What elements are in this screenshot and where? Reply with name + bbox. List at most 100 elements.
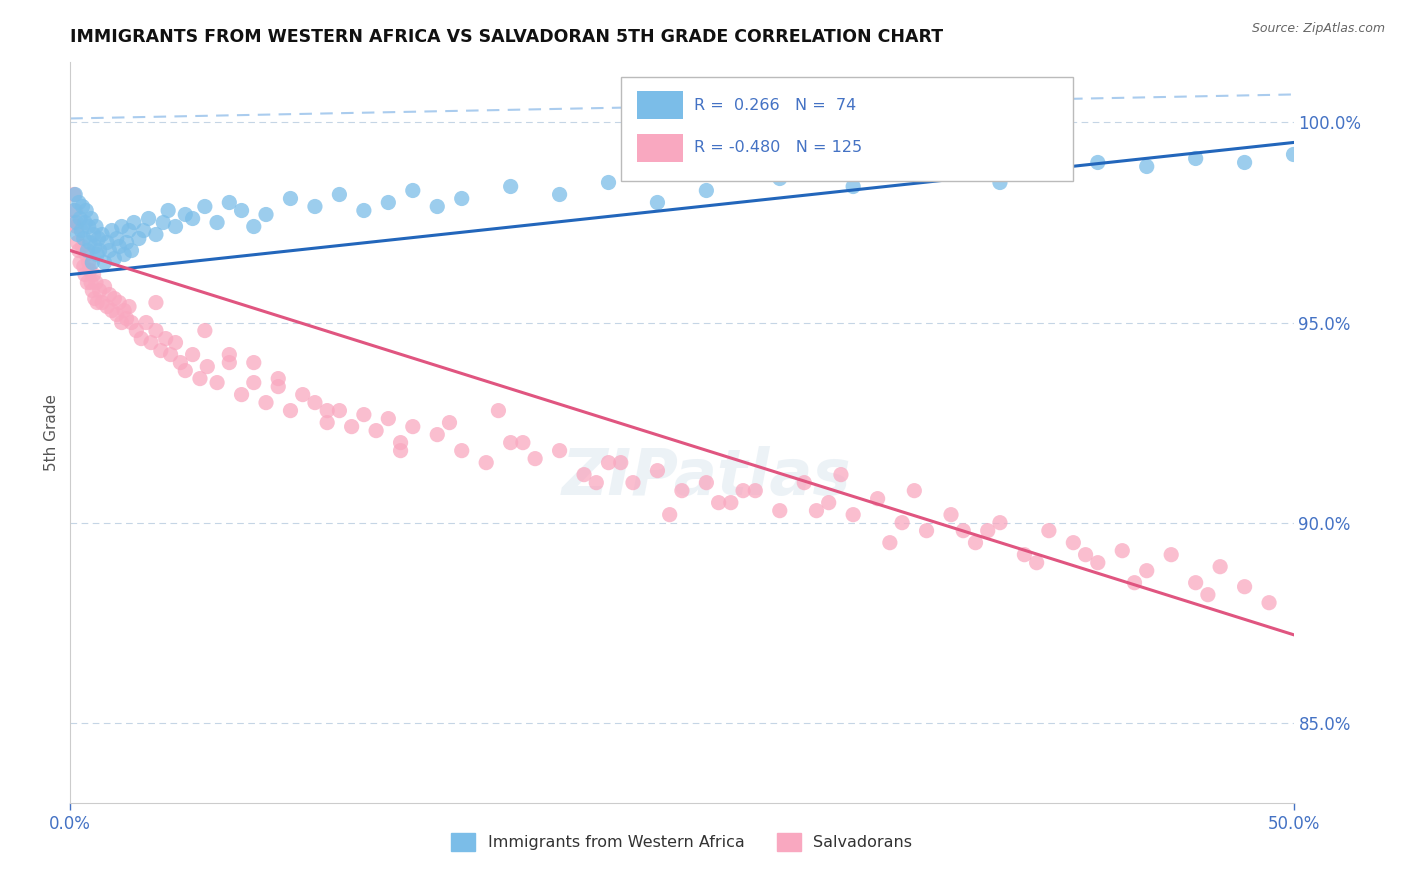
Point [63, 203, 86, 218]
Point [96, 235, 118, 250]
Point [108, 239, 131, 253]
Point [69, 255, 91, 269]
Text: IMMIGRANTS FROM WESTERN AFRICA VS SALVADORAN 5TH GRADE CORRELATION CHART: IMMIGRANTS FROM WESTERN AFRICA VS SALVAD… [70, 28, 943, 45]
Point [77, 219, 100, 234]
Point [328, 403, 350, 417]
Point [105, 231, 128, 245]
Point [377, 411, 399, 425]
Point [181, 211, 204, 226]
Point [101, 223, 124, 237]
Point [80, 211, 103, 226]
Point [70, 223, 93, 237]
Point [1014, 548, 1036, 562]
Point [63, 187, 86, 202]
Point [769, 171, 792, 186]
Point [1123, 575, 1146, 590]
Point [129, 332, 152, 346]
Point [96, 300, 118, 314]
Point [769, 503, 792, 517]
Point [231, 203, 253, 218]
Point [181, 348, 204, 362]
Point [111, 316, 134, 330]
Point [243, 219, 266, 234]
Point [72, 200, 94, 214]
Point [65, 219, 87, 234]
Point [105, 308, 128, 322]
Point [98, 244, 121, 258]
Point [115, 235, 138, 250]
Point [115, 311, 138, 326]
Point [132, 223, 155, 237]
Point [86, 247, 108, 261]
Point [83, 268, 105, 282]
Point [128, 231, 150, 245]
Point [82, 255, 104, 269]
Point [524, 451, 547, 466]
Point [389, 435, 412, 450]
Point [402, 184, 425, 198]
Point [402, 419, 425, 434]
Point [793, 475, 815, 490]
Point [103, 252, 125, 266]
Point [194, 200, 217, 214]
Point [118, 223, 141, 237]
Point [125, 324, 148, 338]
Text: ZIPatlas: ZIPatlas [561, 446, 851, 508]
Point [1184, 152, 1206, 166]
Point [842, 179, 865, 194]
Point [80, 276, 103, 290]
Point [1111, 543, 1133, 558]
Point [118, 300, 141, 314]
Y-axis label: 5th Grade: 5th Grade [44, 394, 59, 471]
Legend: Immigrants from Western Africa, Salvadorans: Immigrants from Western Africa, Salvador… [444, 827, 920, 858]
Point [866, 491, 889, 506]
Point [145, 324, 167, 338]
Point [267, 379, 290, 393]
Point [439, 416, 461, 430]
Point [108, 295, 131, 310]
Point [218, 355, 240, 369]
Point [450, 443, 472, 458]
Point [291, 387, 314, 401]
Point [377, 195, 399, 210]
Point [939, 508, 962, 522]
Point [174, 363, 197, 377]
Point [304, 395, 326, 409]
Point [280, 192, 302, 206]
Point [328, 187, 350, 202]
Point [67, 195, 90, 210]
Point [231, 387, 253, 401]
Point [66, 227, 89, 242]
Point [89, 244, 111, 258]
Point [1233, 155, 1256, 169]
Point [112, 303, 135, 318]
Text: R = -0.480   N = 125: R = -0.480 N = 125 [695, 140, 862, 155]
Point [135, 316, 157, 330]
Point [121, 244, 143, 258]
Point [83, 227, 105, 242]
Point [174, 207, 197, 221]
Point [205, 376, 228, 390]
Point [389, 443, 412, 458]
Point [671, 483, 693, 498]
Point [585, 475, 607, 490]
Point [842, 508, 865, 522]
Point [1282, 147, 1305, 161]
Point [218, 348, 240, 362]
Point [89, 284, 111, 298]
Point [610, 456, 633, 470]
Point [76, 244, 98, 258]
Point [91, 295, 114, 310]
Text: Source: ZipAtlas.com: Source: ZipAtlas.com [1251, 22, 1385, 36]
Point [194, 324, 217, 338]
Point [93, 255, 115, 269]
Point [73, 260, 96, 274]
Point [165, 219, 187, 234]
Point [79, 263, 101, 277]
Point [475, 456, 498, 470]
Point [83, 239, 105, 253]
Point [598, 176, 620, 190]
FancyBboxPatch shape [621, 78, 1073, 181]
Point [1087, 556, 1109, 570]
Point [84, 219, 107, 234]
